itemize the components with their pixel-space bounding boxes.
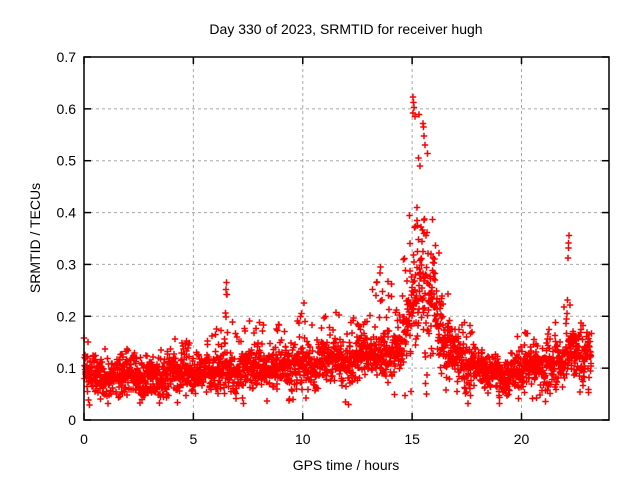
y-axis-label: SRMTID / TECUs bbox=[27, 183, 43, 293]
y-tick-label: 0 bbox=[68, 412, 76, 428]
y-tick-label: 0.3 bbox=[57, 256, 77, 272]
x-tick-labels: 0 5 10 15 20 bbox=[80, 431, 529, 447]
y-tick-labels: 0 0.1 0.2 0.3 0.4 0.5 0.6 0.7 bbox=[57, 49, 77, 428]
y-tick-label: 0.4 bbox=[57, 205, 77, 221]
plot-border bbox=[83, 56, 610, 421]
data-points-srmtid bbox=[80, 93, 595, 409]
y-tick-label: 0.2 bbox=[57, 308, 77, 324]
x-tick-label: 15 bbox=[404, 431, 420, 447]
y-tick-label: 0.6 bbox=[57, 101, 77, 117]
x-tick-label: 10 bbox=[295, 431, 311, 447]
x-axis-label: GPS time / hours bbox=[293, 457, 400, 473]
y-tick-label: 0.1 bbox=[57, 360, 77, 376]
y-tick-label: 0.5 bbox=[57, 153, 77, 169]
x-tick-label: 0 bbox=[80, 431, 88, 447]
x-tick-label: 5 bbox=[189, 431, 197, 447]
y-tick-label: 0.7 bbox=[57, 49, 77, 65]
x-tick-label: 20 bbox=[514, 431, 530, 447]
chart-title: Day 330 of 2023, SRMTID for receiver hug… bbox=[209, 21, 482, 37]
